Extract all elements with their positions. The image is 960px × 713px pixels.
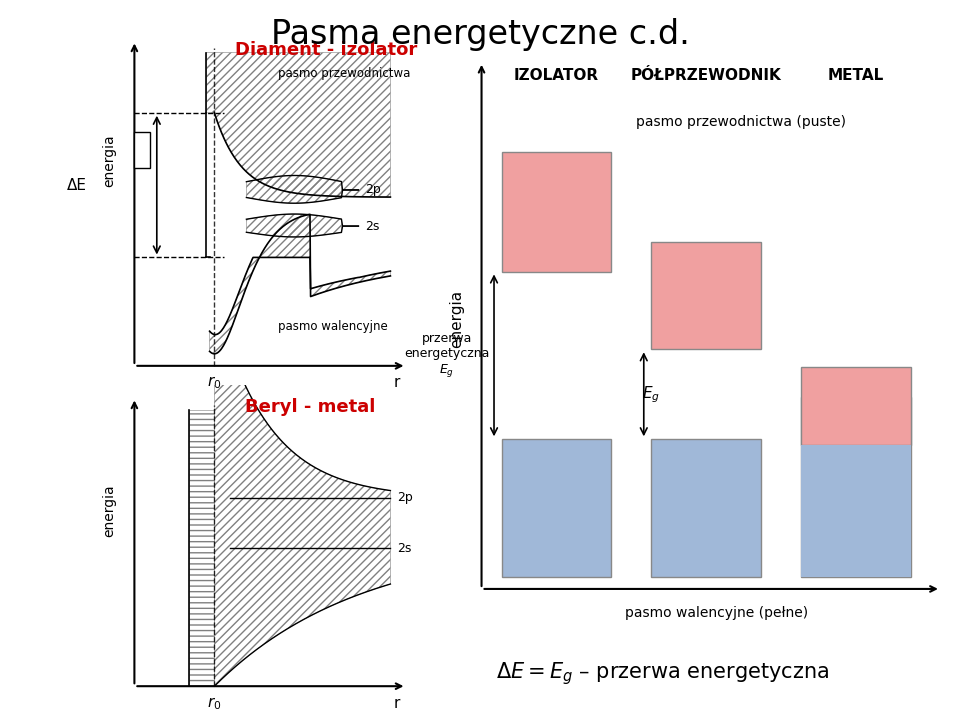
Text: pasmo walencyjne (pełne): pasmo walencyjne (pełne) <box>625 606 807 620</box>
Text: przerwa
energetyczna
$E_g$: przerwa energetyczna $E_g$ <box>404 332 490 379</box>
Bar <box>801 445 911 577</box>
Text: ΔE: ΔE <box>67 178 86 193</box>
Text: energia: energia <box>102 484 116 537</box>
Text: energia: energia <box>449 290 464 349</box>
Text: PÓŁPRZEWODNIK: PÓŁPRZEWODNIK <box>631 68 781 83</box>
Bar <box>801 367 911 445</box>
Bar <box>651 242 761 349</box>
Text: $E_g$: $E_g$ <box>642 384 660 404</box>
Bar <box>801 397 911 577</box>
Text: $r_0$: $r_0$ <box>207 374 222 391</box>
Text: 2p: 2p <box>396 491 413 505</box>
Bar <box>134 132 151 168</box>
Text: Pasma energetyczne c.d.: Pasma energetyczne c.d. <box>271 18 689 51</box>
Text: 2s: 2s <box>396 542 411 555</box>
Text: pasmo przewodnictwa (puste): pasmo przewodnictwa (puste) <box>636 115 846 129</box>
Bar <box>651 439 761 577</box>
Text: METAL: METAL <box>828 68 884 83</box>
Text: $\Delta E = E_g$ – przerwa energetyczna: $\Delta E = E_g$ – przerwa energetyczna <box>495 660 829 687</box>
Text: $r_0$: $r_0$ <box>207 695 222 712</box>
Text: Diament - izolator: Diament - izolator <box>235 41 418 58</box>
Bar <box>501 152 612 272</box>
Text: energia: energia <box>102 135 116 188</box>
Text: r: r <box>394 697 400 712</box>
Text: pasmo walencyjne: pasmo walencyjne <box>278 319 388 333</box>
Text: Beryl - metal: Beryl - metal <box>245 398 375 416</box>
Text: 2p: 2p <box>365 183 380 197</box>
Text: IZOLATOR: IZOLATOR <box>514 68 599 83</box>
Text: r: r <box>394 375 400 390</box>
Text: pasmo przewodnictwa: pasmo przewodnictwa <box>278 67 411 80</box>
Bar <box>501 439 612 577</box>
Text: 2s: 2s <box>365 220 379 232</box>
